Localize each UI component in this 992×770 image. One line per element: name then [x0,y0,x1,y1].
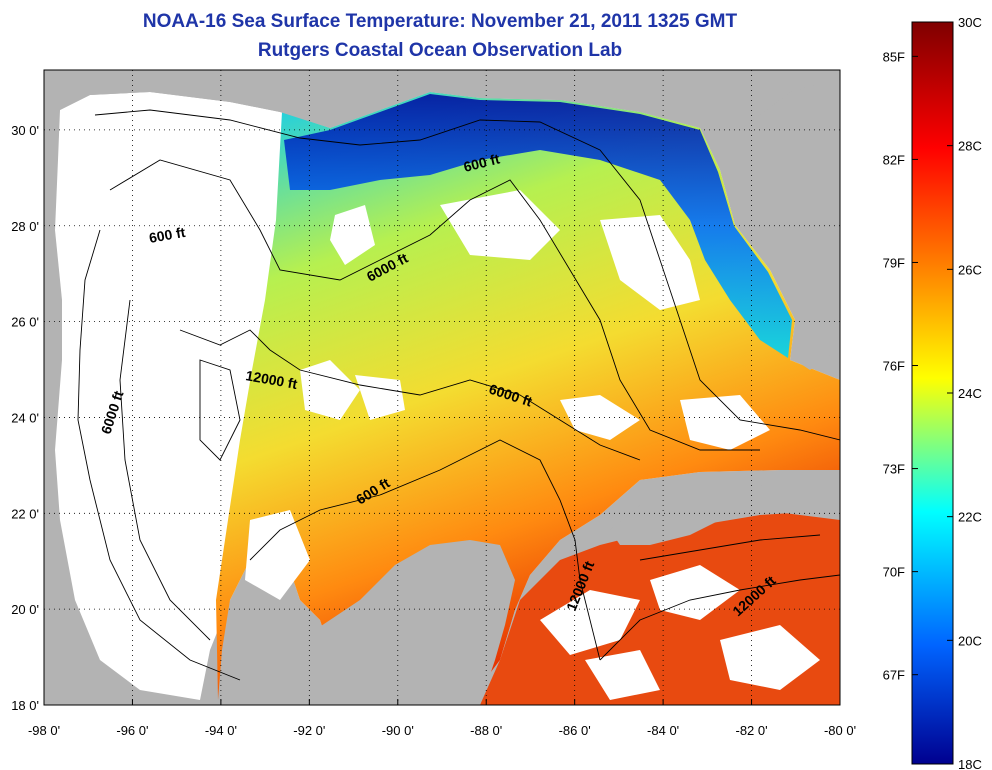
colorbar-celsius-label: 22C [958,510,982,525]
latitude-tick-label: 22 0' [11,506,39,521]
longitude-tick-label: -90 0' [382,723,414,738]
graticule [43,70,841,705]
bathymetry-contours [77,109,840,681]
latitude-tick-label: 20 0' [11,602,39,617]
colorbar-celsius-label: 24C [958,386,982,401]
longitude-tick-label: -82 0' [735,723,767,738]
colorbar-celsius-label: 30C [958,15,982,30]
longitude-labels: -98 0' -96 0' -94 0' -92 0' -90 0' -88 0' -86 … [28,723,856,738]
longitude-tick-label: -84 0' [647,723,679,738]
contour-label: 600 ft [148,224,187,246]
colorbar-fahrenheit-label: 76F [883,359,905,374]
colorbar-fahrenheit-label: 73F [883,462,905,477]
yucatan-peninsula [300,540,515,705]
latitude-labels: 18 0' 20 0' 22 0' 24 0' 26 0' 28 0' 30 0' [11,123,39,713]
cold-coastal-band [284,94,792,358]
colorbar [911,21,954,765]
longitude-tick-label: -92 0' [293,723,325,738]
map-title: NOAA-16 Sea Surface Temperature: Novembe… [142,11,738,32]
latitude-tick-label: 28 0' [11,219,39,234]
colorbar-celsius-label: 20C [958,633,982,648]
cuba-island [610,478,840,545]
cloud-cover [245,190,820,700]
colorbar-fahrenheit-label: 85F [883,49,905,64]
northern-coast-land [44,70,840,130]
florida-peninsula [740,80,840,370]
longitude-tick-label: -86 0' [559,723,591,738]
latitude-tick-label: 26 0' [11,315,39,330]
colorbar-fahrenheit-label: 70F [883,565,905,580]
longitude-tick-label: -94 0' [205,723,237,738]
map-frame [43,69,841,706]
longitude-tick-label: -96 0' [116,723,148,738]
colorbar-celsius-label: 26C [958,262,982,277]
colorbar-fahrenheit-label: 82F [883,152,905,167]
latitude-tick-label: 24 0' [11,410,39,425]
colorbar-fahrenheit-labels: 85F82F79F76F73F70F67F64F [883,49,918,683]
colorbar-celsius-labels: 30C 28C 26C 24C 22C 20C 18C [947,15,982,770]
colorbar-fahrenheit-label: 79F [883,255,905,270]
longitude-tick-label: -98 0' [28,723,60,738]
latitude-tick-label: 30 0' [11,123,39,138]
longitude-tick-label: -80 0' [824,723,856,738]
colorbar-celsius-label: 28C [958,139,982,154]
colorbar-fahrenheit-label: 67F [883,668,905,683]
longitude-tick-label: -88 0' [470,723,502,738]
map-subtitle: Rutgers Coastal Ocean Observation Lab [257,40,623,61]
latitude-tick-label: 18 0' [11,698,39,713]
map-plot-area [44,70,840,705]
colorbar-celsius-label: 18C [958,757,982,770]
